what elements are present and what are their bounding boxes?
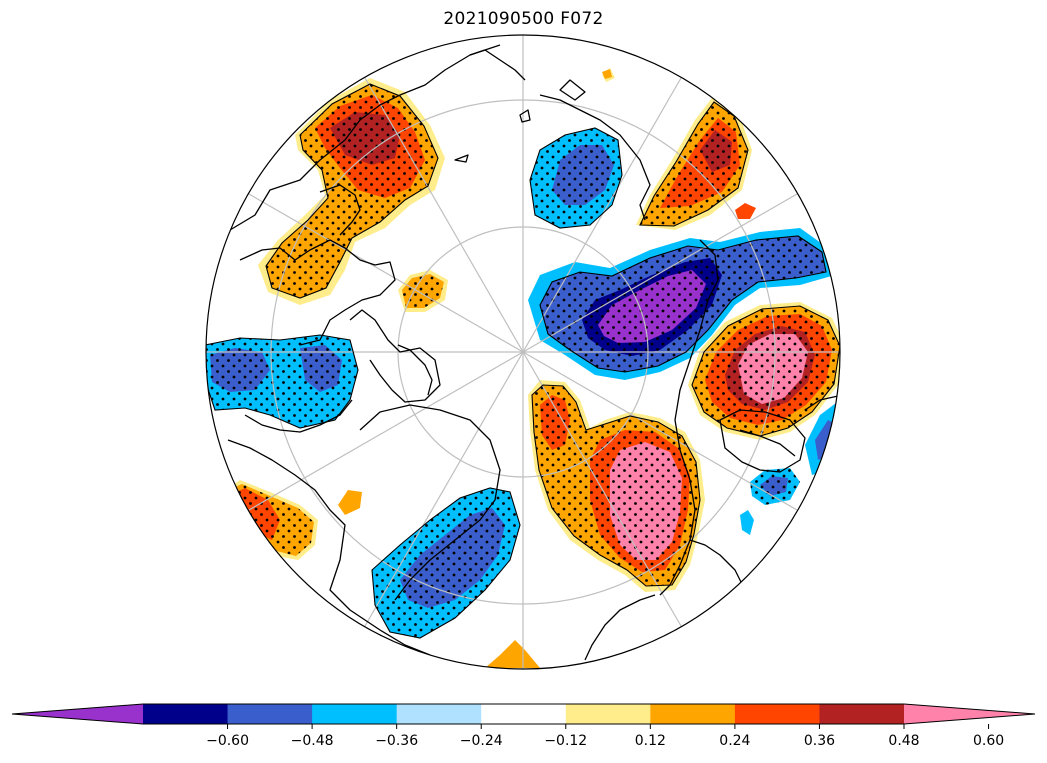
warm-anomaly-bottom <box>485 68 615 668</box>
map-disc <box>206 35 840 669</box>
colorbar-tick-label: 0.60 <box>972 733 1005 749</box>
cold-anomaly-north <box>530 128 622 228</box>
colorbar-tick-label: −0.24 <box>459 733 503 749</box>
colorbar-extend-min <box>12 704 143 724</box>
cold-anomaly-center <box>528 228 835 380</box>
warm-anomaly-ne <box>636 98 756 230</box>
colorbar-segment <box>650 704 736 724</box>
colorbar-segment <box>312 704 398 724</box>
colorbar-tick-label: 0.36 <box>803 733 836 749</box>
colorbar-tick-label: 0.48 <box>888 733 920 749</box>
warm-anomaly-sw <box>225 480 362 560</box>
colorbar-segment <box>734 704 820 724</box>
cold-anomaly-west <box>206 335 358 428</box>
colorbar-segment <box>481 704 567 724</box>
colorbar-segment <box>227 704 313 724</box>
map-boundary <box>205 34 841 670</box>
colorbar-extend-max <box>904 704 1035 724</box>
colorbar-outline <box>11 703 1036 725</box>
colorbar-tick-label: −0.60 <box>206 733 249 749</box>
colorbar-tick-label: 0.24 <box>719 733 751 749</box>
colorbar-segment <box>396 704 482 724</box>
graticule <box>206 35 840 669</box>
colorbar-segment <box>143 704 229 724</box>
coastlines <box>227 44 839 661</box>
map-title: 2021090500 F072 <box>443 9 604 29</box>
cold-anomaly-south <box>372 488 520 638</box>
colorbar-segment <box>819 704 905 724</box>
colorbar-tick-label: 0.12 <box>634 733 666 749</box>
colorbar-segment <box>565 704 651 724</box>
colorbar <box>11 703 1036 729</box>
colorbar-tick-label: −0.12 <box>544 733 588 749</box>
colorbar-tick-label: −0.36 <box>375 733 419 749</box>
warm-anomaly-east <box>688 302 840 440</box>
colorbar-tick-label: −0.48 <box>290 733 334 749</box>
